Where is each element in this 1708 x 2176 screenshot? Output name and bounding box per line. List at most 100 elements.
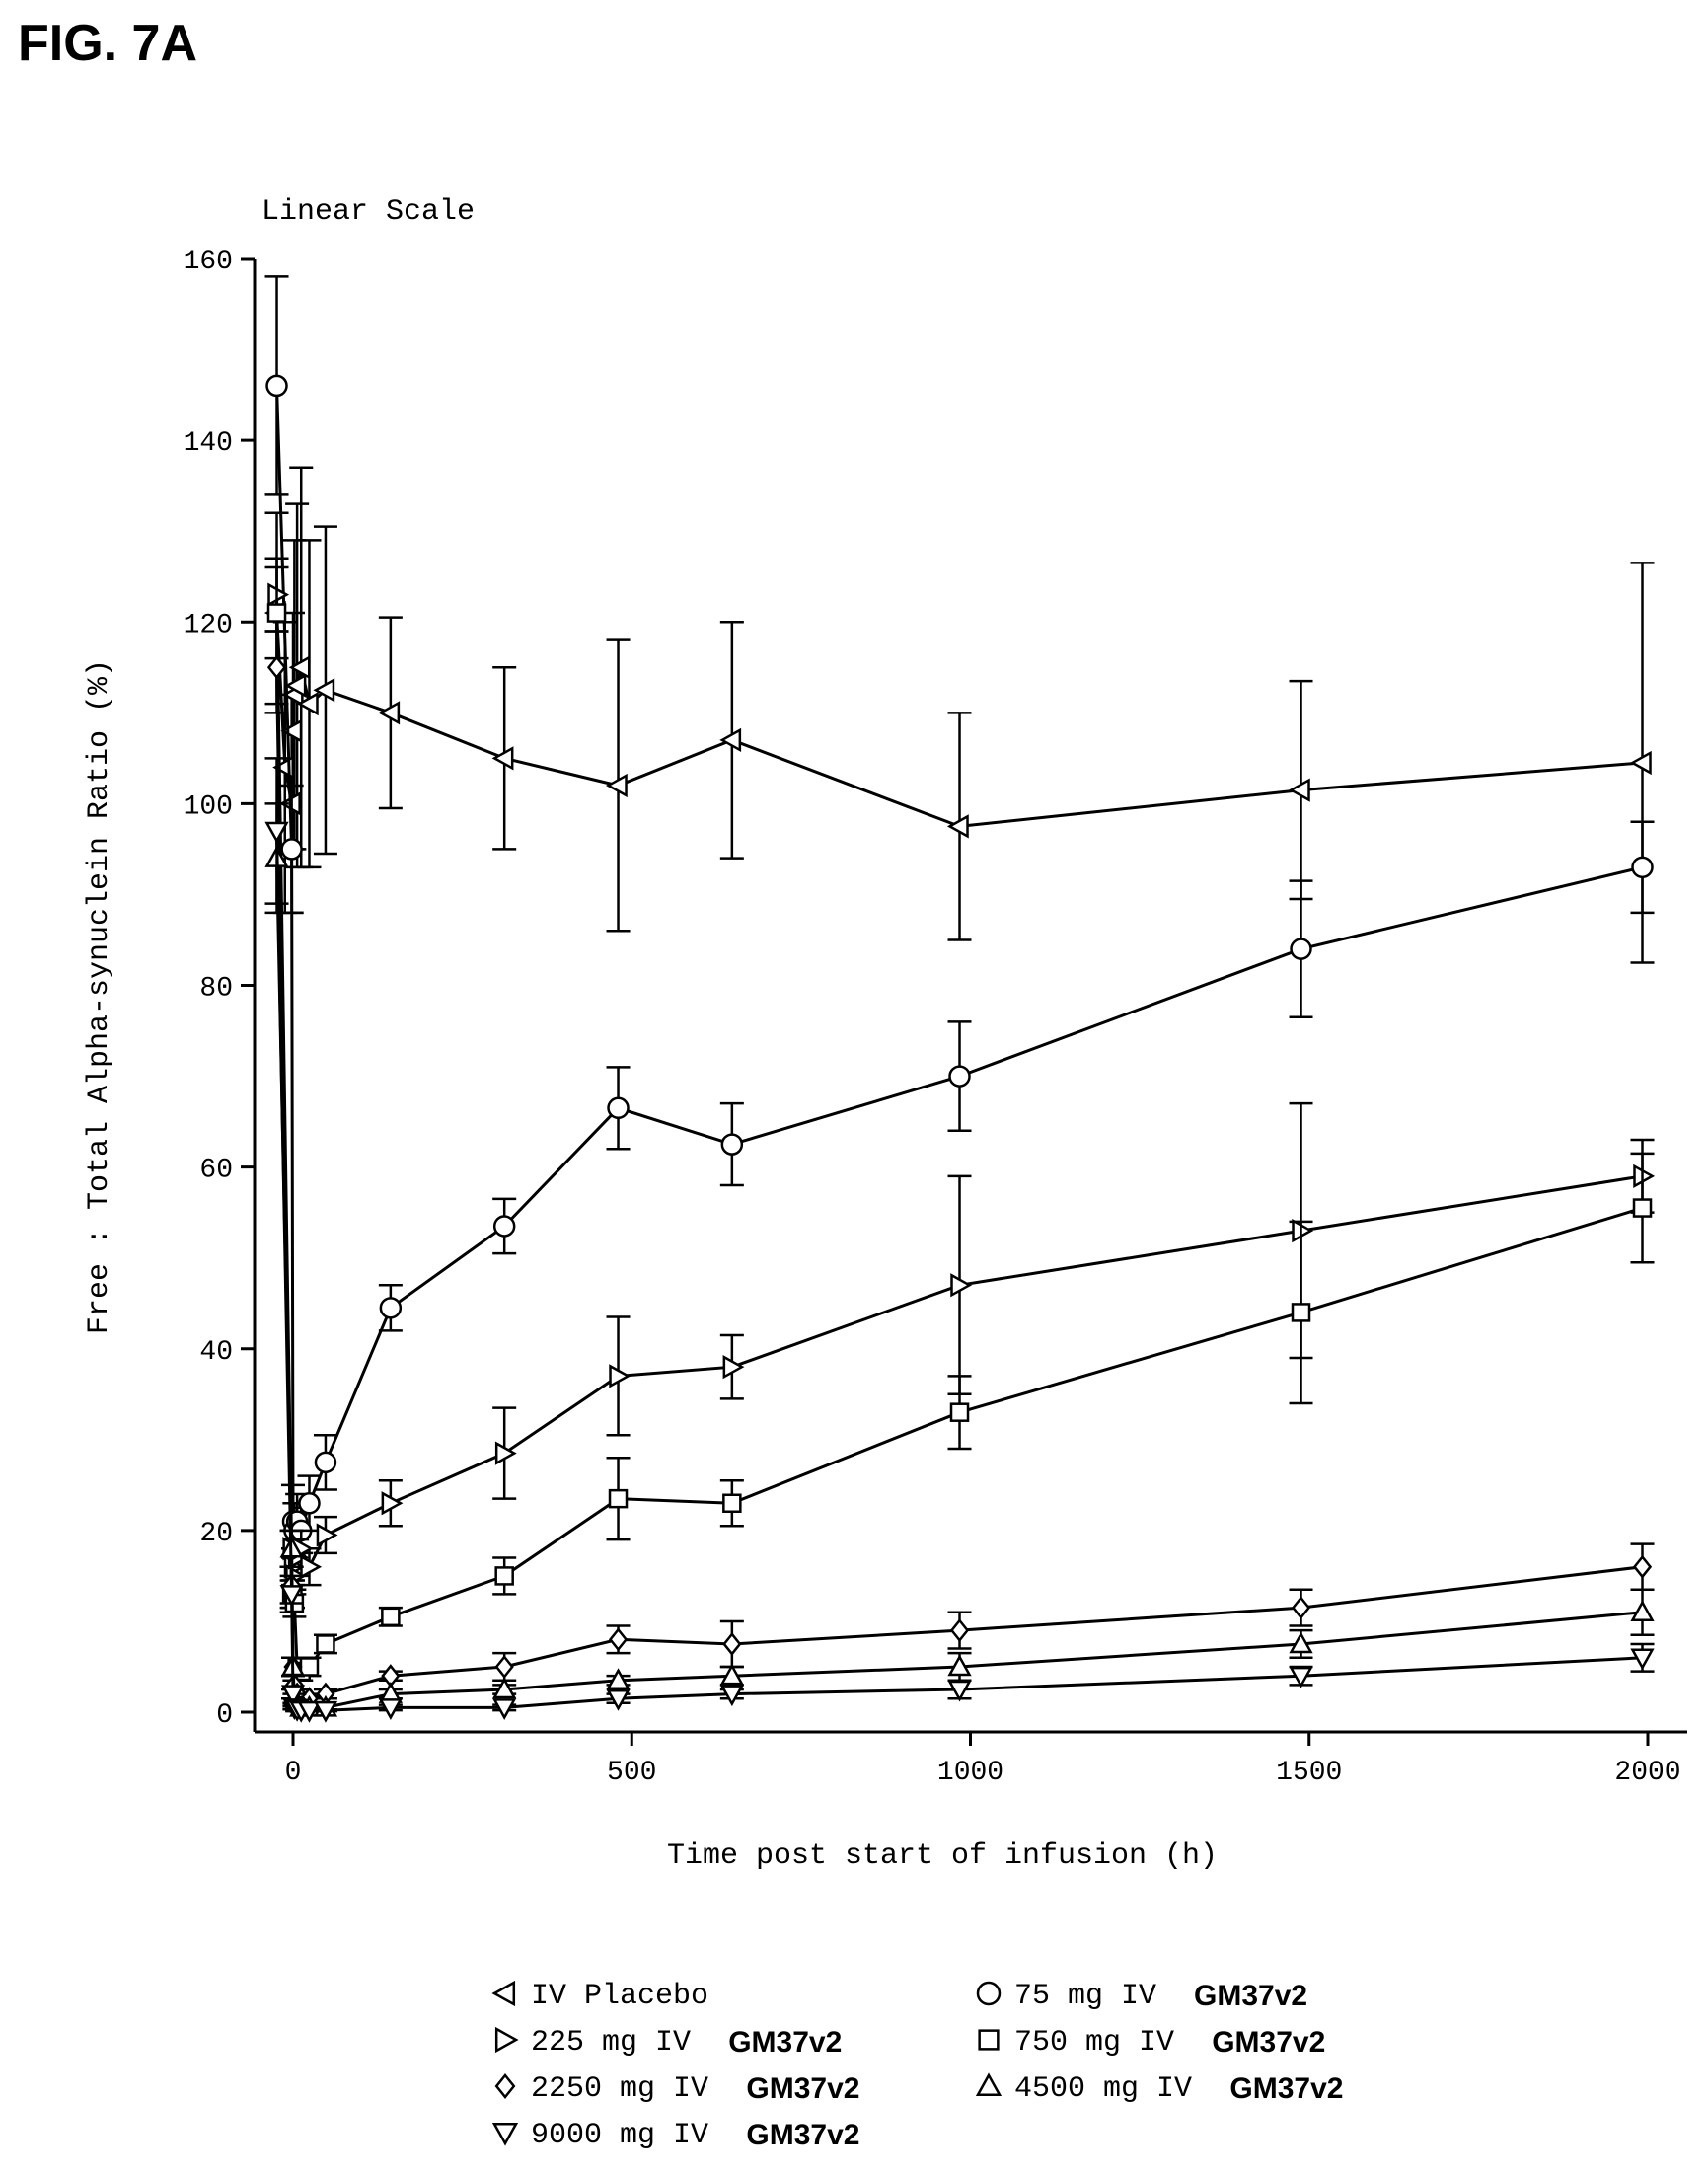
legend-item: 2250 mg IV GM37v2 xyxy=(494,2072,859,2106)
y-tick-label: 160 xyxy=(184,247,233,277)
data-point xyxy=(722,1355,745,1380)
x-tick-label: 500 xyxy=(607,1758,656,1788)
series-layer xyxy=(263,275,1656,1723)
legend-label: 225 mg IV xyxy=(531,2026,691,2060)
legend-item: IV Placebo xyxy=(491,1980,708,2013)
data-point xyxy=(492,1677,517,1699)
data-point xyxy=(946,814,969,839)
data-point xyxy=(299,1657,320,1677)
data-point xyxy=(1291,1596,1311,1620)
data-point xyxy=(280,838,303,861)
series-iv-placebo xyxy=(263,466,1655,964)
legend-marker xyxy=(491,2122,519,2146)
y-axis-label: Free : Total Alpha-synuclein Ratio (%) xyxy=(83,659,116,1334)
data-point xyxy=(605,773,628,798)
legend-marker xyxy=(976,1981,1002,2006)
y-tick-label: 0 xyxy=(216,1700,233,1731)
axes xyxy=(253,259,1687,1734)
series-75-mg-iv xyxy=(264,275,1655,1559)
data-point xyxy=(378,1698,403,1720)
legend-item: 225 mg IV GM37v2 xyxy=(494,2026,842,2060)
data-point xyxy=(314,1451,337,1474)
legend-label: 750 mg IV xyxy=(1014,2026,1174,2060)
data-point xyxy=(279,1585,304,1607)
data-point xyxy=(948,1065,971,1088)
legend-label: 2250 mg IV xyxy=(531,2072,708,2106)
legend-label: 75 mg IV xyxy=(1014,1980,1156,2013)
data-point xyxy=(1629,750,1652,776)
data-point xyxy=(313,1700,338,1723)
data-point xyxy=(494,1654,514,1679)
data-point xyxy=(949,1402,970,1422)
data-point xyxy=(280,1685,306,1707)
legend-marker xyxy=(975,2072,1003,2097)
data-point xyxy=(1289,1631,1313,1654)
data-point xyxy=(1630,1648,1655,1671)
data-point xyxy=(280,718,303,743)
data-point xyxy=(298,1492,321,1515)
data-point xyxy=(378,701,401,725)
data-point xyxy=(284,673,307,698)
x-axis-label: Time post start of infusion (h) xyxy=(667,1839,1218,1873)
data-point xyxy=(608,1488,629,1509)
data-point xyxy=(720,1133,744,1156)
y-tick-label: 80 xyxy=(199,974,233,1005)
y-tick-label: 120 xyxy=(184,610,233,640)
data-point xyxy=(947,1680,972,1702)
legend-item: 9000 mg IV GM37v2 xyxy=(491,2119,859,2152)
data-point xyxy=(1632,1198,1653,1218)
data-point xyxy=(313,678,335,703)
data-point xyxy=(1632,1554,1653,1579)
data-point xyxy=(949,1618,970,1643)
legend-suffix: GM37v2 xyxy=(1212,2026,1325,2059)
data-point xyxy=(264,821,289,844)
data-point xyxy=(492,1698,517,1720)
data-point xyxy=(316,1523,338,1547)
data-point xyxy=(266,603,287,623)
y-tick-label: 140 xyxy=(184,428,233,459)
legend-suffix: GM37v2 xyxy=(746,2072,859,2105)
x-tick-label: 0 xyxy=(285,1758,302,1788)
data-point xyxy=(1630,1600,1655,1621)
legend-marker xyxy=(491,1980,516,2007)
y-tick-label: 20 xyxy=(199,1519,233,1549)
x-tick-label: 2000 xyxy=(1614,1758,1680,1788)
legend-marker xyxy=(494,2072,516,2100)
figure-label: FIG. 7A xyxy=(18,15,198,72)
data-point xyxy=(719,1685,744,1707)
legend-item: 750 mg IV GM37v2 xyxy=(978,2026,1325,2060)
data-point xyxy=(719,1663,744,1686)
data-point xyxy=(491,746,514,771)
data-point xyxy=(1631,856,1654,879)
y-tick-label: 60 xyxy=(199,1156,233,1186)
data-point xyxy=(266,655,287,680)
data-point xyxy=(722,1493,742,1514)
legend-label: 4500 mg IV xyxy=(1014,2072,1192,2106)
data-point xyxy=(947,1654,972,1677)
data-point xyxy=(607,1096,630,1120)
y-ticks: 0 20 40 60 80 100 120 140 160 xyxy=(184,247,255,1731)
data-point xyxy=(297,1700,322,1723)
legend-marker xyxy=(978,2029,1000,2051)
legend-marker xyxy=(494,2026,519,2054)
legend-item: 4500 mg IV GM37v2 xyxy=(975,2072,1343,2106)
legend-label: IV Placebo xyxy=(531,1980,708,2013)
data-point xyxy=(1288,778,1310,802)
data-point xyxy=(719,727,742,753)
y-tick-label: 40 xyxy=(199,1337,233,1368)
data-point xyxy=(265,374,288,398)
data-point xyxy=(379,1297,403,1319)
data-point xyxy=(606,1668,631,1690)
data-point xyxy=(494,1566,514,1586)
legend-label: 9000 mg IV xyxy=(531,2119,708,2152)
data-point xyxy=(288,655,311,680)
data-point xyxy=(950,1273,973,1298)
legend-suffix: GM37v2 xyxy=(1194,1980,1307,2012)
data-point xyxy=(296,691,319,716)
legend-suffix: GM37v2 xyxy=(1229,2072,1343,2105)
data-point xyxy=(609,1364,631,1388)
legend-suffix: GM37v2 xyxy=(746,2119,859,2151)
chart-title: Linear Scale xyxy=(261,195,475,229)
